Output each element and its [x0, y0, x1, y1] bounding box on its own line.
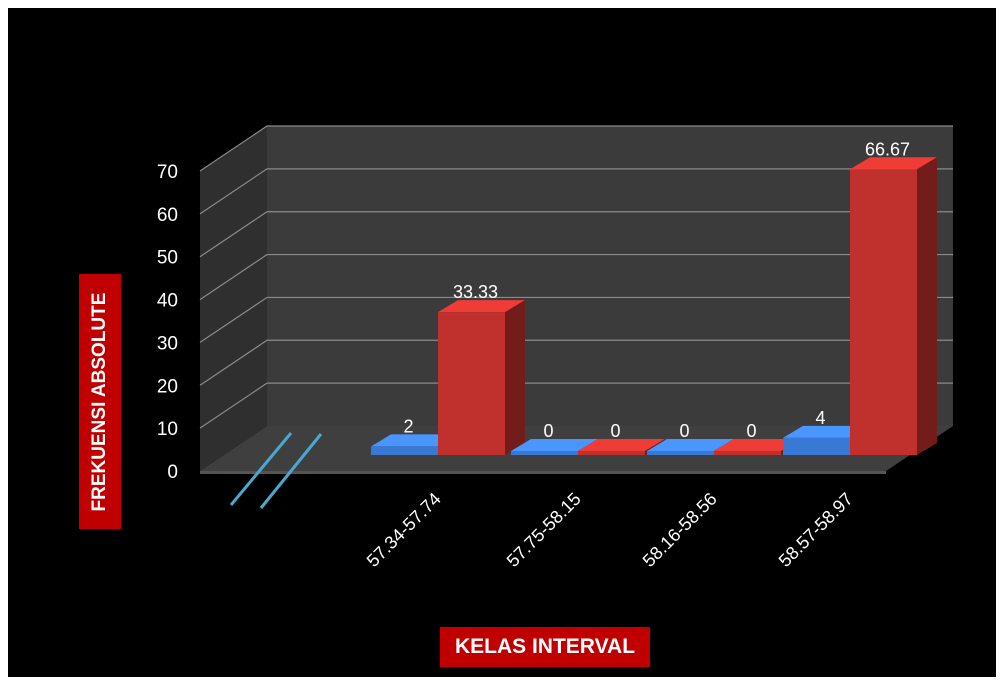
- gridline: [199, 339, 953, 386]
- x-tick-label: 57.75-58.15: [503, 489, 585, 571]
- y-tick-label: 20: [157, 376, 178, 397]
- data-label: 4: [815, 408, 825, 428]
- data-label: 33.33: [453, 282, 498, 302]
- data-label: 0: [679, 421, 689, 441]
- y-tick-label: 30: [157, 333, 178, 354]
- y-tick-label: 40: [157, 291, 178, 312]
- data-label: 0: [543, 421, 553, 441]
- axis-break-mark: [229, 432, 293, 506]
- data-label: 0: [610, 421, 620, 441]
- gridline: [199, 382, 953, 429]
- bar-s2-4: [850, 157, 937, 455]
- x-axis-title: KELAS INTERVAL: [440, 627, 650, 667]
- gridline: [199, 211, 953, 258]
- gridline: [199, 125, 953, 172]
- data-label: 0: [746, 421, 756, 441]
- y-tick-label: 60: [157, 205, 178, 226]
- gridline: [199, 168, 953, 215]
- x-tick-label: 57.34-57.74: [363, 489, 445, 571]
- floor-edge: [200, 471, 886, 474]
- data-label: 2: [403, 416, 413, 436]
- bar-s2-1: [438, 300, 525, 455]
- side-wall: [200, 126, 267, 471]
- y-tick-label: 10: [157, 419, 178, 440]
- x-tick-label: 58.57-58.97: [775, 489, 857, 571]
- gridline: [199, 296, 953, 343]
- y-tick-label: 0: [167, 462, 178, 483]
- y-tick-label: 70: [157, 162, 178, 183]
- axis-break-mark: [259, 433, 323, 509]
- gridline: [199, 253, 953, 301]
- y-axis-title-text: FREKUENSI ABSOLUTE: [89, 292, 110, 511]
- x-tick-label: 58.16-58.56: [639, 489, 721, 571]
- data-label: 66.67: [865, 139, 910, 159]
- chart-canvas: 0 10 20 30 40 50 60 70 57.34-57.74 57.75-58.15 58…: [8, 8, 996, 677]
- y-axis-title: FREKUENSI ABSOLUTE: [79, 274, 121, 529]
- y-tick-label: 50: [157, 248, 178, 269]
